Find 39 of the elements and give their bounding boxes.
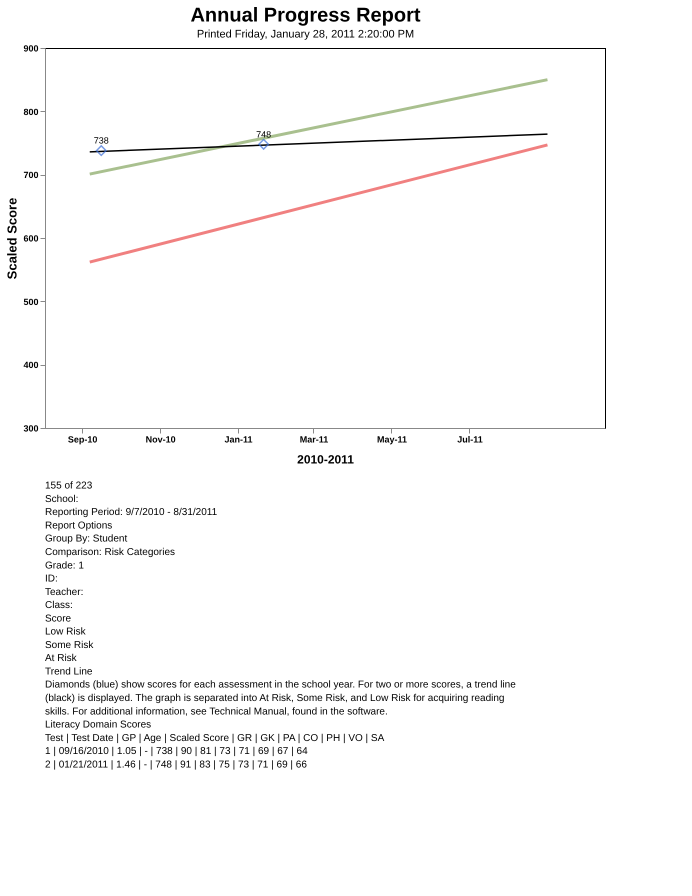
x-tick-label: May-11 bbox=[376, 434, 407, 444]
text: 1 | 09/16/2010 | 1.05 | - | 738 | 90 | 81 | 73 | 71 | 69 | 67 | 64 bbox=[45, 746, 308, 758]
text: Class: bbox=[45, 600, 73, 612]
text: Grade: 1 bbox=[45, 560, 84, 572]
data-label: 748 bbox=[256, 129, 272, 140]
text: Reporting Period: 9/7/2010 - 8/31/2011 bbox=[45, 507, 218, 518]
text: School: bbox=[45, 494, 78, 505]
text: 2 | 01/21/2011 | 1.46 | - | 748 | 91 | 83 | 75 | 73 | 71 | 69 | 66 bbox=[45, 759, 308, 770]
text: Report Options bbox=[45, 520, 112, 532]
text: Test | Test Date | GP | Age | Scaled Score | GR | GK | PA | CO | PH | VO | SA bbox=[45, 732, 385, 744]
text: Group By: Student bbox=[45, 534, 128, 545]
text: Teacher: bbox=[45, 586, 84, 598]
text: Low Risk bbox=[45, 626, 87, 638]
y-tick-label: 400 bbox=[23, 360, 38, 370]
text: Trend Line bbox=[45, 666, 93, 678]
y-axis-title: Scaled Score bbox=[4, 198, 20, 280]
text: Comparison: Risk Categories bbox=[45, 547, 176, 558]
y-tick-label: 700 bbox=[23, 170, 38, 180]
y-tick-label: 900 bbox=[23, 44, 38, 54]
text: Diamonds (blue) show scores for each assessment in the school year. For two or more scores, a trend line (black) is displayed. The graph is separated into At Risk, Some Risk, and Low Risk for acquiring reading skills. For additional information, see Technical Manual, found in the software. bbox=[45, 680, 516, 718]
chart-title: Annual Progress Report bbox=[190, 4, 421, 26]
text: Literacy Domain Scores bbox=[45, 720, 152, 731]
chart-subtitle: Printed Friday, January 28, 2011 2:20:00 PM bbox=[196, 28, 414, 40]
x-tick-label: Sep-10 bbox=[68, 434, 98, 444]
text: ID: bbox=[45, 574, 58, 585]
x-tick-label: Mar-11 bbox=[300, 434, 328, 444]
y-tick-label: 800 bbox=[23, 106, 38, 117]
text: Some Risk bbox=[45, 640, 94, 651]
x-axis-title: 2010-2011 bbox=[297, 452, 354, 466]
text: 155 of 223 bbox=[45, 480, 93, 492]
x-tick-label: Nov-10 bbox=[146, 434, 176, 444]
data-label: 738 bbox=[94, 136, 109, 146]
y-tick-label: 300 bbox=[23, 424, 38, 434]
y-tick-label: 600 bbox=[23, 234, 38, 244]
text: Score bbox=[45, 613, 72, 624]
y-tick-label: 500 bbox=[23, 296, 38, 307]
text: At Risk bbox=[45, 653, 78, 664]
x-tick-label: Jan-11 bbox=[224, 434, 253, 444]
x-tick-label: Jul-11 bbox=[457, 434, 483, 444]
